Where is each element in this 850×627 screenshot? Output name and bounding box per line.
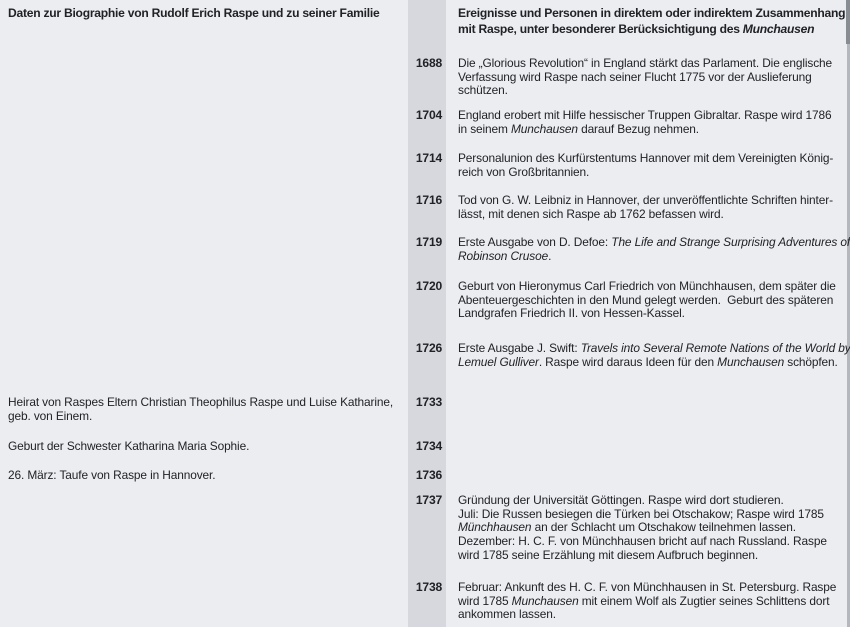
year-label: 1714 [415,151,442,165]
text-line: in seinem Munchausen darauf Bezug nehmen… [458,121,699,136]
text-line: Personalunion des Kurfürstentums Hannove… [458,151,834,165]
right-column-header: Ereignisse und Personen in direktem oder… [458,5,850,37]
year-label: 1738 [415,580,442,594]
event-text: Die „Glorious Revolution“ in England stä… [458,56,850,98]
event-text: Geburt der Schwester Katharina Maria Sop… [8,439,404,454]
text-line: reich von Großbritannien. [458,164,590,179]
event-text: Februar: Ankunft des H. C. F. von Münchh… [458,580,850,622]
text-line: Die „Glorious Revolution“ in England stä… [458,56,833,70]
text-line: lässt, mit denen sich Raspe ab 1762 befa… [458,206,724,221]
event-text: 26. März: Taufe von Raspe in Hannover. [8,468,404,483]
year-label: 1734 [415,439,442,453]
text-line: wird 1785 Munchausen mit einem Wolf als … [458,593,830,608]
event-text: Gründung der Universität Göttingen. Rasp… [458,493,850,563]
text-line: Landgrafen Friedrich II. von Hessen-Kass… [458,306,685,321]
text-line: Juli: Die Russen besiegen die Türken bei… [458,506,824,521]
event-text: Tod von G. W. Leibniz in Hannover, der u… [458,193,850,221]
event-text: Geburt von Hieronymus Carl Friedrich von… [458,279,850,321]
event-text: Heirat von Raspes Eltern Christian Theop… [8,395,404,423]
event-text: Personalunion des Kurfürstentums Hannove… [458,151,850,179]
text-line: Gründung der Universität Göttingen. Rasp… [458,493,784,507]
text-line: Februar: Ankunft des H. C. F. von Münchh… [458,580,837,594]
year-label: 1726 [415,341,442,355]
text-line: Münchhausen an der Schlacht um Otschakow… [458,520,796,535]
text-line: Heirat von Raspes Eltern Christian Theop… [8,395,394,409]
text-line: Ereignisse und Personen in direktem oder… [458,6,846,20]
text-line: Abenteuergeschichten in den Mund gelegt … [458,292,834,307]
text-line: Verfassung wird Raspe nach seiner Flucht… [458,69,812,84]
year-label: 1719 [415,235,442,249]
year-label: 1733 [415,395,442,409]
text-line: Geburt von Hieronymus Carl Friedrich von… [458,279,836,293]
text-line: Robinson Crusoe. [458,248,552,263]
event-text: Erste Ausgabe von D. Defoe: The Life and… [458,235,850,263]
year-label: 1720 [415,279,442,293]
text-line: schützen. [458,83,508,98]
text-line: Erste Ausgabe von D. Defoe: The Life and… [458,235,850,249]
left-column-header: Daten zur Biographie von Rudolf Erich Ra… [8,5,406,21]
text-line: Lemuel Gulliver. Raspe wird daraus Ideen… [458,354,838,369]
scan-edge-shadow [847,0,850,627]
text-line: England erobert mit Hilfe hessischer Tru… [458,108,832,122]
text-line: geb. von Einem. [8,408,93,423]
year-label: 1716 [415,193,442,207]
year-label: 1704 [415,108,442,122]
text-line: Tod von G. W. Leibniz in Hannover, der u… [458,193,833,207]
text-line: Dezember: H. C. F. von Münchhausen brich… [458,534,827,549]
year-label: 1736 [415,468,442,482]
text-line: ankommen lassen. [458,607,556,622]
text-line: Geburt der Schwester Katharina Maria Sop… [8,439,250,453]
text-line: wird 1785 seine Erzählung mit diesem Auf… [458,547,759,562]
text-line: Erste Ausgabe J. Swift: Travels into Sev… [458,341,850,355]
event-text: Erste Ausgabe J. Swift: Travels into Sev… [458,341,850,369]
year-label: 1737 [415,493,442,507]
scan-edge-corner [846,0,850,44]
event-text: England erobert mit Hilfe hessischer Tru… [458,108,850,136]
year-gutter-strip [408,0,446,627]
text-line: 26. März: Taufe von Raspe in Hannover. [8,468,216,482]
text-line: mit Raspe, unter besonderer Berücksichti… [458,22,815,36]
year-label: 1688 [415,56,442,70]
text-line: Daten zur Biographie von Rudolf Erich Ra… [8,6,380,20]
